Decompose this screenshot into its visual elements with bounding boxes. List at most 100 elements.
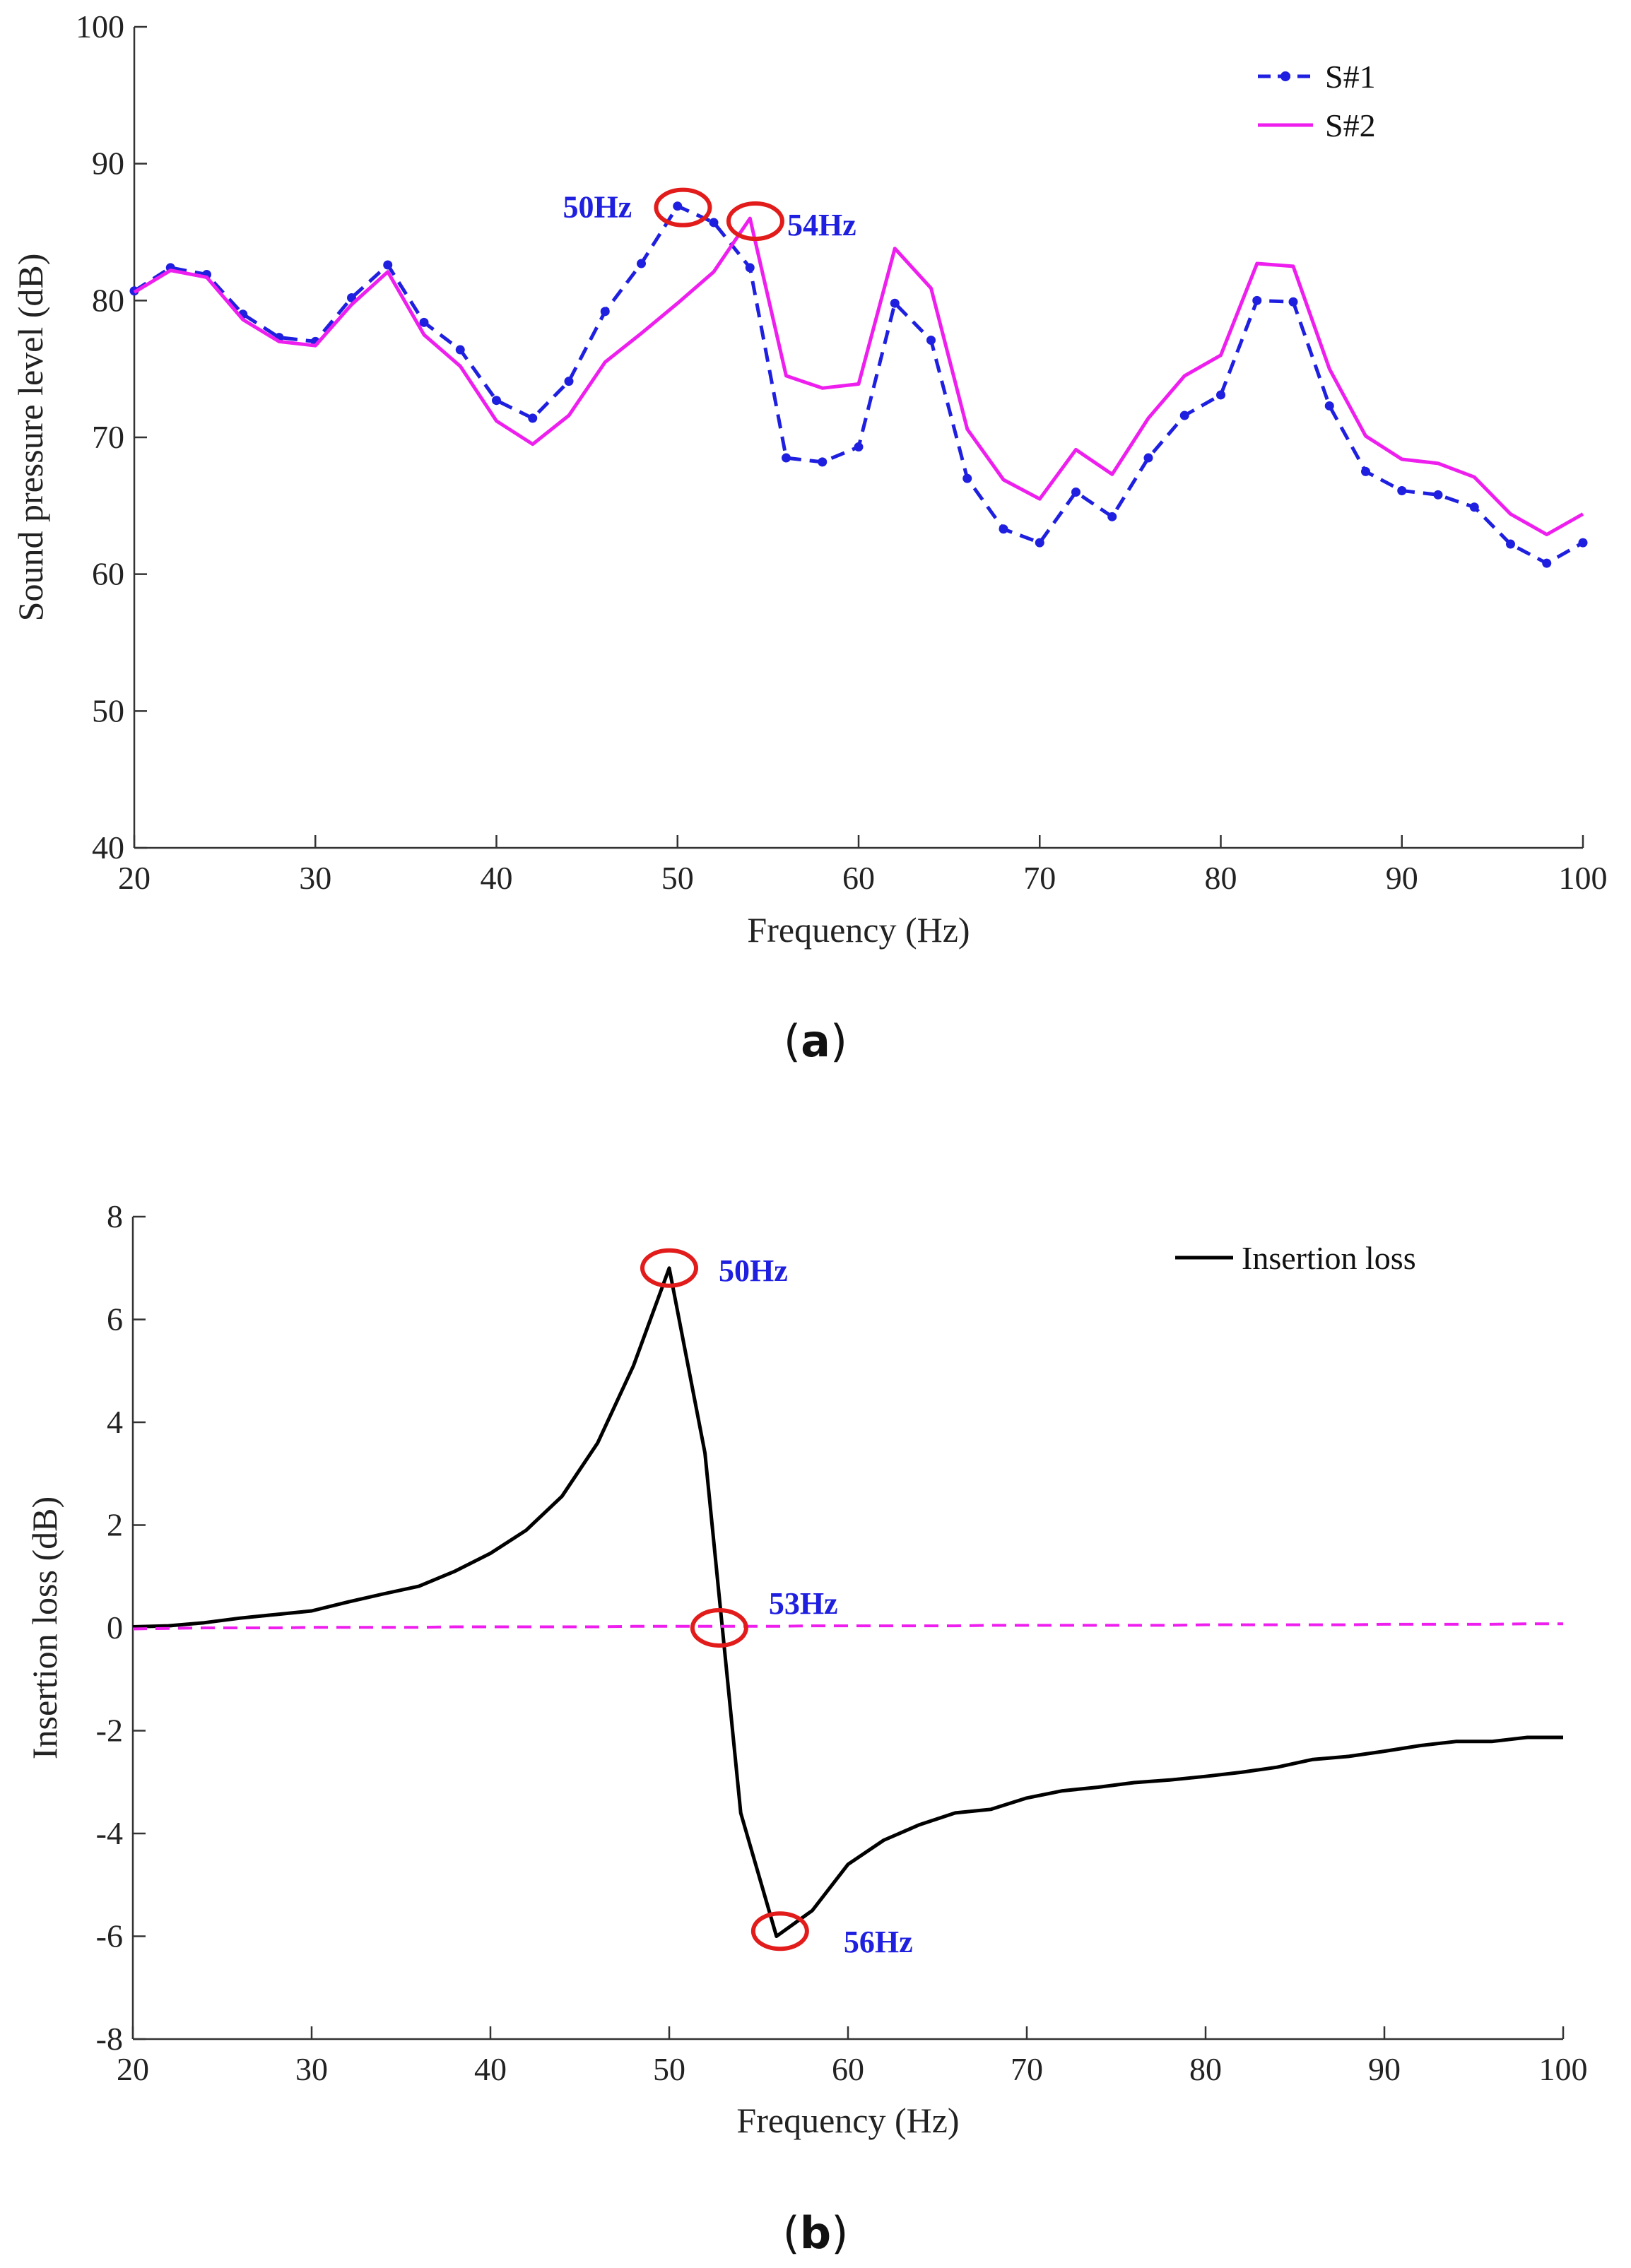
data-point <box>1324 401 1334 411</box>
panel-a-annotations: 50Hz 54Hz <box>563 187 856 242</box>
x-tick-label: 30 <box>295 2051 328 2087</box>
x-tick-label: 80 <box>1189 2051 1222 2087</box>
y-tick-label: 4 <box>107 1404 123 1440</box>
y-tick-label: 0 <box>107 1610 123 1646</box>
x-tick-label: 90 <box>1368 2051 1401 2087</box>
panel-b-y-axis-title: Insertion loss (dB) <box>25 1496 64 1759</box>
data-point <box>890 298 900 308</box>
data-point <box>1071 487 1081 497</box>
data-point <box>999 524 1008 534</box>
y-tick-label: -8 <box>96 2021 123 2057</box>
panel-b: -8 -6 -4 -2 0 2 4 6 8 20 30 40 50 60 70 80 90 100 Freque… <box>25 1198 1588 2259</box>
data-point <box>818 457 828 467</box>
highlight-circle <box>640 1248 698 1288</box>
data-point <box>673 201 683 211</box>
panel-a-y-axis-title: Sound pressure level (dB) <box>11 254 50 622</box>
data-point <box>1506 539 1515 549</box>
data-point <box>1143 453 1153 463</box>
data-point <box>1216 390 1225 400</box>
data-point <box>1252 295 1262 305</box>
y-tick-label: -4 <box>96 1815 123 1851</box>
series-line-zero-reference <box>132 1622 1563 1631</box>
y-tick-label: 6 <box>107 1301 123 1337</box>
panel-b-series <box>132 1266 1563 1938</box>
data-point <box>962 473 972 483</box>
y-tick-label: 8 <box>107 1198 123 1234</box>
panel-a-y-ticks: 40 50 60 70 80 90 100 <box>76 8 147 866</box>
x-tick-label: 20 <box>118 860 151 896</box>
data-point <box>564 377 574 386</box>
y-tick-label: 60 <box>92 556 124 592</box>
data-point <box>528 413 538 423</box>
x-tick-label: 20 <box>117 2051 149 2087</box>
panel-a-legend: S#1 S#2 <box>1258 59 1376 143</box>
data-point <box>1578 538 1588 548</box>
annotation-label: 50Hz <box>719 1253 788 1288</box>
y-tick-label: 50 <box>92 692 124 728</box>
x-tick-label: 70 <box>1011 2051 1043 2087</box>
x-tick-label: 60 <box>842 860 875 896</box>
y-tick-label: -6 <box>96 1918 123 1954</box>
highlight-circle <box>690 1608 748 1648</box>
data-point <box>455 345 465 355</box>
data-point <box>1107 512 1117 521</box>
highlight-circle <box>726 201 784 242</box>
y-tick-label: 100 <box>76 8 124 45</box>
data-point <box>492 396 501 406</box>
y-tick-label: 40 <box>92 829 124 866</box>
panel-a-series <box>129 201 1588 568</box>
annotation-label: 54Hz <box>787 208 856 242</box>
legend-s2-label: S#2 <box>1325 107 1376 143</box>
panel-b-y-ticks: -8 -6 -4 -2 0 2 4 6 8 <box>96 1198 146 2057</box>
data-point <box>1361 466 1370 476</box>
data-point <box>1542 558 1552 568</box>
annotation-label: 56Hz <box>844 1925 913 1959</box>
panel-a-label: (a) <box>784 1015 847 1067</box>
panel-b-legend: Insertion loss <box>1175 1240 1416 1276</box>
panel-a-x-ticks: 20 30 40 50 60 70 80 90 100 <box>118 835 1608 896</box>
data-point <box>1397 486 1407 496</box>
x-tick-label: 40 <box>481 860 513 896</box>
data-point <box>782 453 791 463</box>
panel-b-annotations: 50Hz 53Hz 56Hz <box>640 1248 913 1959</box>
x-tick-label: 50 <box>653 2051 685 2087</box>
data-point <box>1179 411 1189 420</box>
data-point <box>1035 538 1044 548</box>
y-tick-label: 90 <box>92 146 124 182</box>
data-point <box>347 293 356 302</box>
data-point <box>709 218 719 228</box>
legend-s1-label: S#1 <box>1325 59 1376 95</box>
data-point <box>383 260 393 270</box>
x-tick-label: 50 <box>661 860 694 896</box>
panel-b-x-axis-title: Frequency (Hz) <box>736 2101 959 2140</box>
data-point <box>926 335 936 345</box>
x-tick-label: 100 <box>1539 2051 1588 2087</box>
data-point <box>745 263 755 273</box>
x-tick-label: 100 <box>1559 860 1608 896</box>
panel-a-x-axis-title: Frequency (Hz) <box>747 910 970 950</box>
series-line-insertion-loss <box>132 1266 1563 1938</box>
y-tick-label: -2 <box>96 1713 123 1749</box>
y-tick-label: 70 <box>92 419 124 455</box>
highlight-circle <box>654 187 712 228</box>
y-tick-label: 80 <box>92 282 124 318</box>
panel-b-x-ticks: 20 30 40 50 60 70 80 90 100 <box>117 2026 1588 2087</box>
data-point <box>854 442 864 452</box>
data-point <box>637 259 646 268</box>
panel-b-label: (b) <box>783 2207 849 2259</box>
data-point <box>600 307 610 317</box>
data-point <box>1288 297 1298 307</box>
y-tick-label: 2 <box>107 1507 123 1543</box>
x-tick-label: 30 <box>299 860 331 896</box>
x-tick-label: 90 <box>1386 860 1418 896</box>
highlight-circle <box>750 1911 809 1951</box>
x-tick-label: 40 <box>474 2051 507 2087</box>
panel-a: 40 50 60 70 80 90 100 20 30 40 50 60 70 80 90 100 Freq… <box>11 8 1608 1067</box>
data-point <box>1433 490 1443 500</box>
annotation-label: 50Hz <box>563 190 632 225</box>
x-tick-label: 80 <box>1205 860 1237 896</box>
data-point <box>419 317 429 327</box>
series-line-s-2 <box>133 216 1584 536</box>
legend-insertion-loss-label: Insertion loss <box>1242 1240 1416 1276</box>
